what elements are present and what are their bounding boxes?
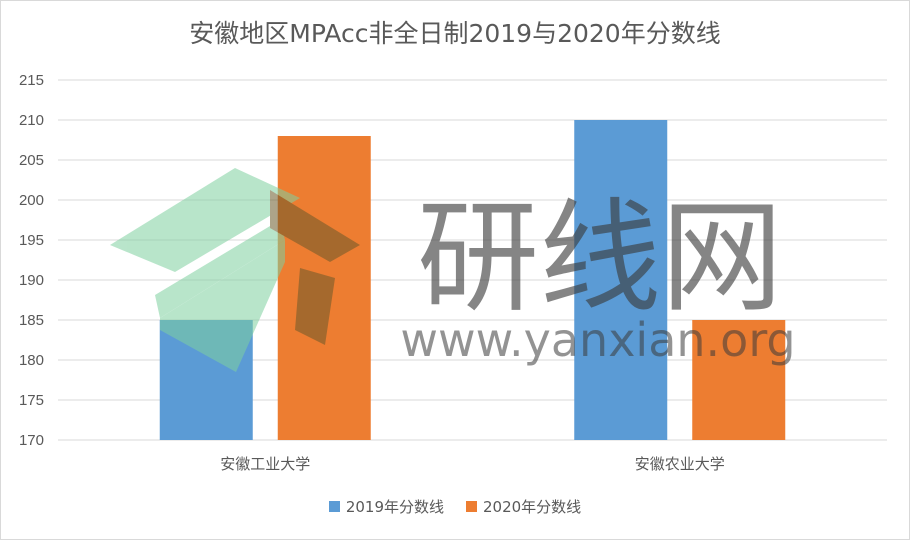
y-tick-label: 170 [19, 432, 44, 449]
legend-item-2020: 2020年分数线 [466, 496, 581, 517]
y-tick-label: 215 [19, 72, 44, 89]
y-axis-ticks: 170 175 180 185 190 195 200 205 210 215 [19, 72, 44, 449]
x-category-label: 安徽工业大学 [220, 455, 310, 473]
legend-swatch-2020 [466, 501, 477, 512]
legend-label-2019: 2019年分数线 [345, 498, 444, 516]
legend-item-2019: 2019年分数线 [328, 496, 444, 517]
watermark-url: www.yanxian.org [400, 313, 795, 367]
legend-swatch-2019 [328, 501, 340, 512]
y-tick-label: 175 [19, 392, 44, 409]
y-tick-label: 200 [19, 192, 44, 209]
y-tick-label: 185 [19, 312, 44, 329]
legend-label-2020: 2020年分数线 [483, 498, 582, 516]
bar-2019-2 [574, 120, 668, 440]
watermark-text: 研线网 [417, 187, 783, 329]
y-tick-label: 210 [19, 112, 44, 129]
y-tick-label: 180 [19, 352, 44, 369]
y-tick-label: 205 [19, 152, 44, 169]
watermark-logo [110, 168, 360, 372]
x-axis-categories: 安徽工业大学 安徽农业大学 [220, 455, 725, 473]
y-tick-label: 190 [19, 272, 44, 289]
y-tick-label: 195 [19, 232, 44, 249]
x-category-label: 安徽农业大学 [635, 455, 725, 473]
bar-2020-2 [692, 320, 786, 440]
chart-legend: 2019年分数线 2020年分数线 [0, 496, 910, 517]
chart-title: 安徽地区MPAcc非全日制2019与2020年分数线 [189, 19, 721, 48]
